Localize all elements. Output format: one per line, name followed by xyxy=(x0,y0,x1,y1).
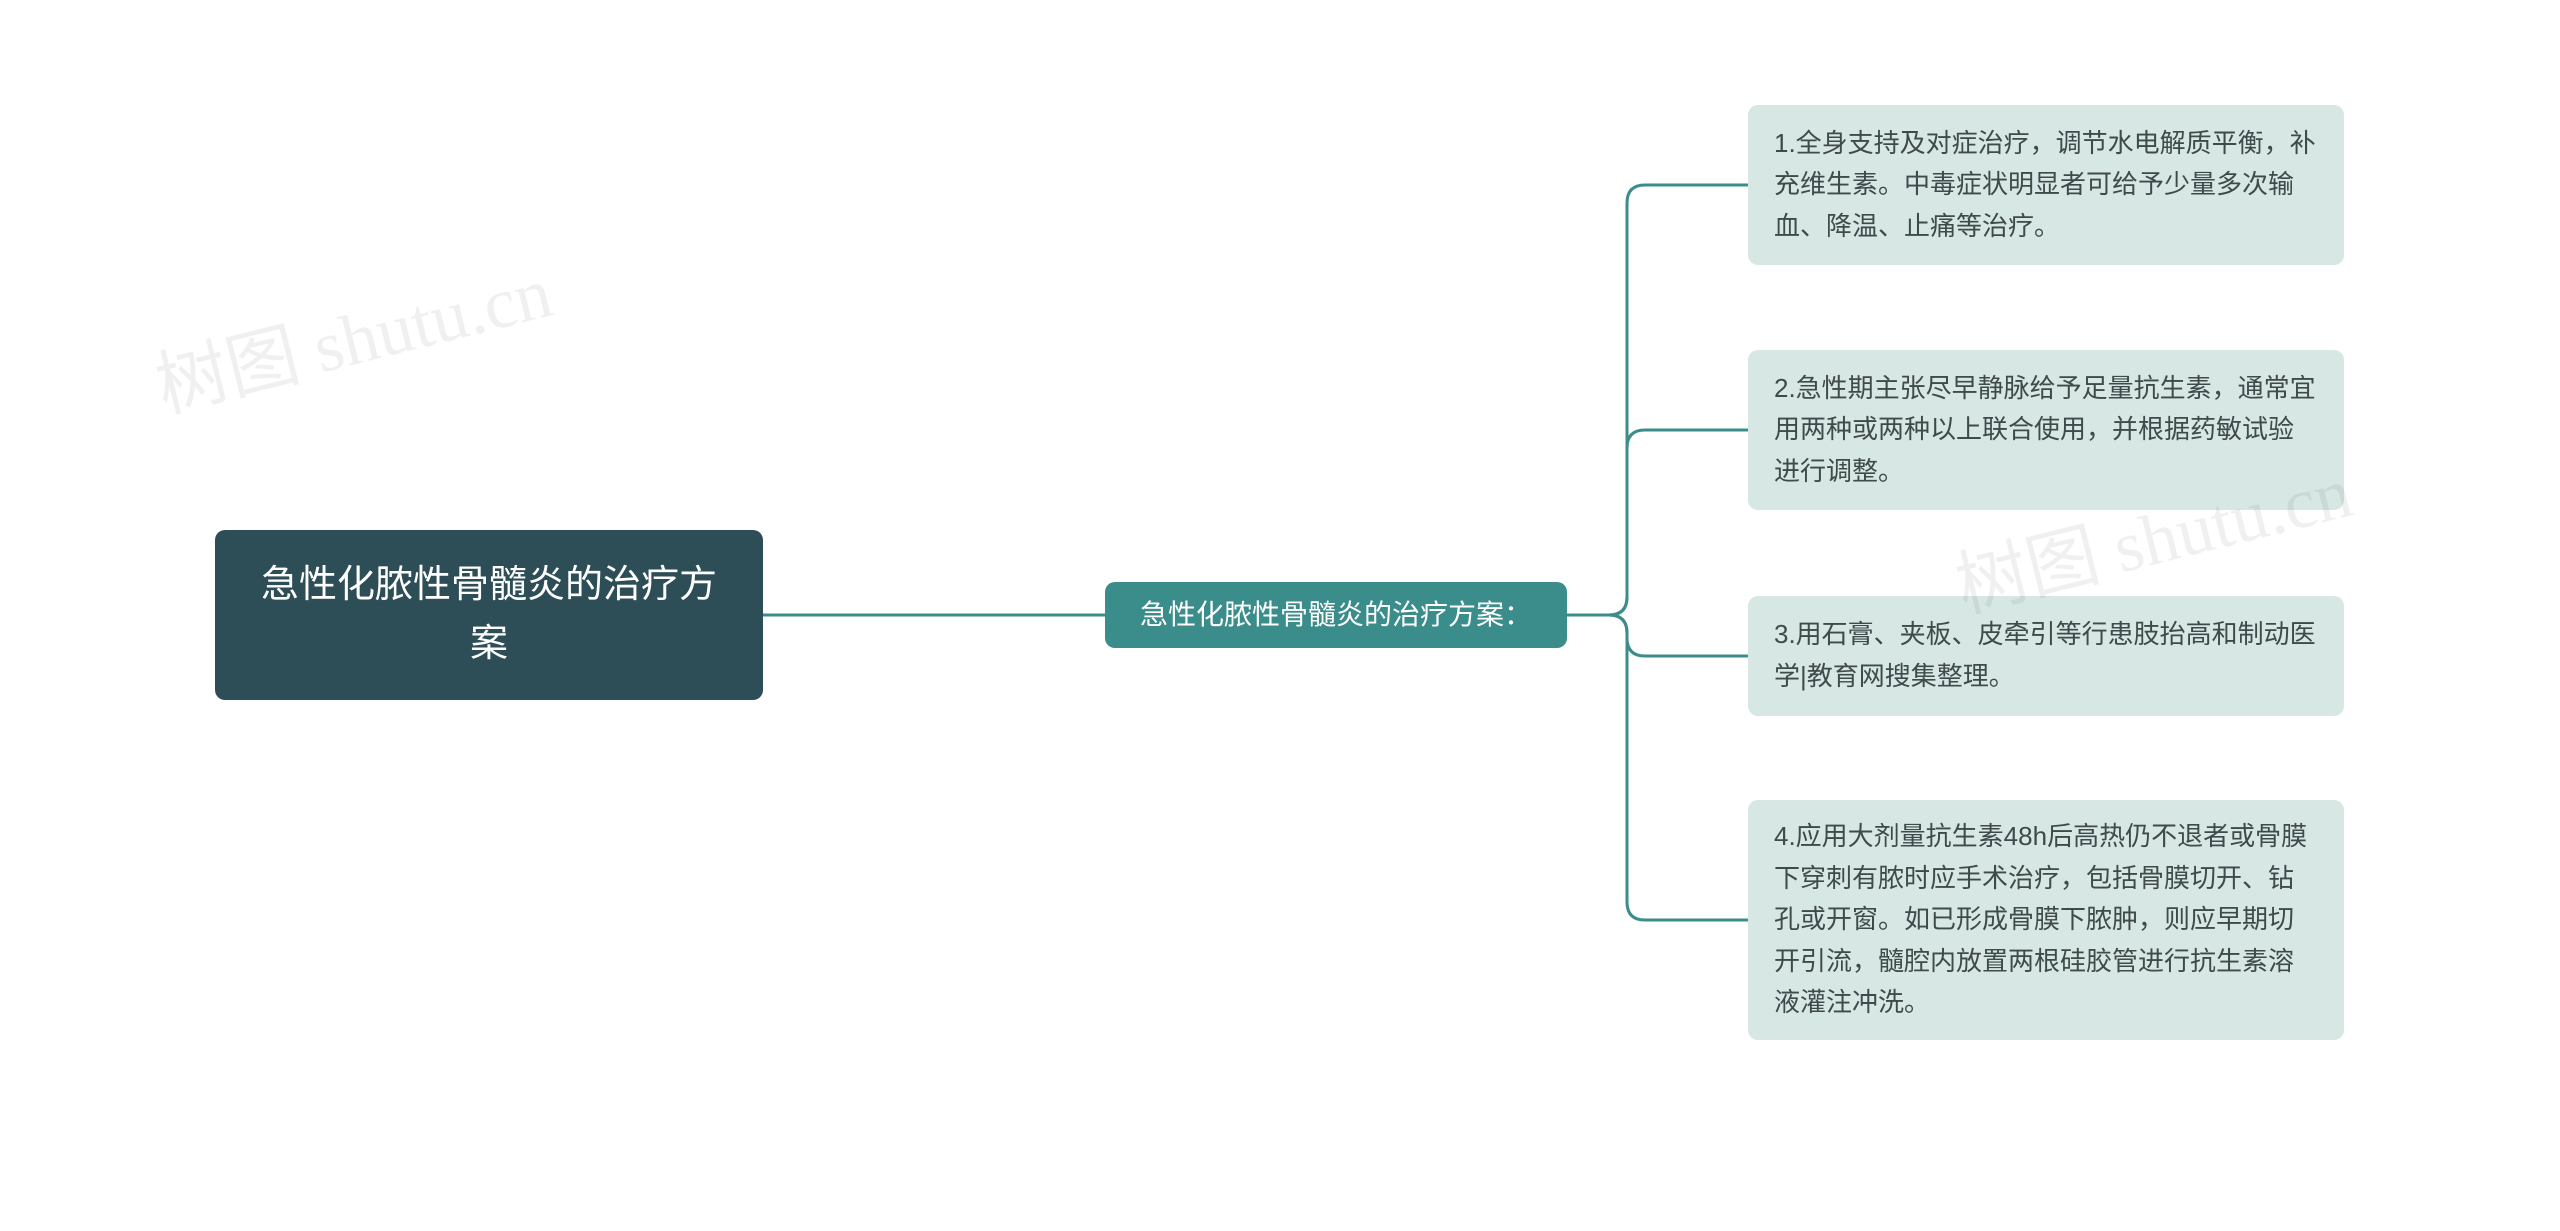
leaf-node-3: 3.用石膏、夹板、皮牵引等行患肢抬高和制动医学|教育网搜集整理。 xyxy=(1748,596,2344,716)
mid-node: 急性化脓性骨髓炎的治疗方案： xyxy=(1105,582,1567,648)
mid-label: 急性化脓性骨髓炎的治疗方案： xyxy=(1140,593,1532,636)
leaf-node-1: 1.全身支持及对症治疗，调节水电解质平衡，补充维生素。中毒症状明显者可给予少量多… xyxy=(1748,105,2344,265)
root-node: 急性化脓性骨髓炎的治疗方案 xyxy=(215,530,763,700)
root-label: 急性化脓性骨髓炎的治疗方案 xyxy=(243,556,735,674)
connector xyxy=(1567,185,1748,615)
leaf-node-2: 2.急性期主张尽早静脉给予足量抗生素，通常宜用两种或两种以上联合使用，并根据药敏… xyxy=(1748,350,2344,510)
mindmap-canvas: 急性化脓性骨髓炎的治疗方案 急性化脓性骨髓炎的治疗方案： 1.全身支持及对症治疗，调… xyxy=(0,0,2560,1231)
watermark: 树图 shutu.cn xyxy=(143,233,560,433)
leaf-label: 3.用石膏、夹板、皮牵引等行患肢抬高和制动医学|教育网搜集整理。 xyxy=(1774,614,2318,697)
connector xyxy=(1567,430,1748,615)
leaf-label: 2.急性期主张尽早静脉给予足量抗生素，通常宜用两种或两种以上联合使用，并根据药敏… xyxy=(1774,368,2318,493)
connector xyxy=(1567,615,1748,920)
leaf-label: 1.全身支持及对症治疗，调节水电解质平衡，补充维生素。中毒症状明显者可给予少量多… xyxy=(1774,123,2318,248)
leaf-node-4: 4.应用大剂量抗生素48h后高热仍不退者或骨膜下穿刺有脓时应手术治疗，包括骨膜切… xyxy=(1748,800,2344,1040)
connector xyxy=(1567,615,1748,656)
leaf-label: 4.应用大剂量抗生素48h后高热仍不退者或骨膜下穿刺有脓时应手术治疗，包括骨膜切… xyxy=(1774,816,2318,1024)
